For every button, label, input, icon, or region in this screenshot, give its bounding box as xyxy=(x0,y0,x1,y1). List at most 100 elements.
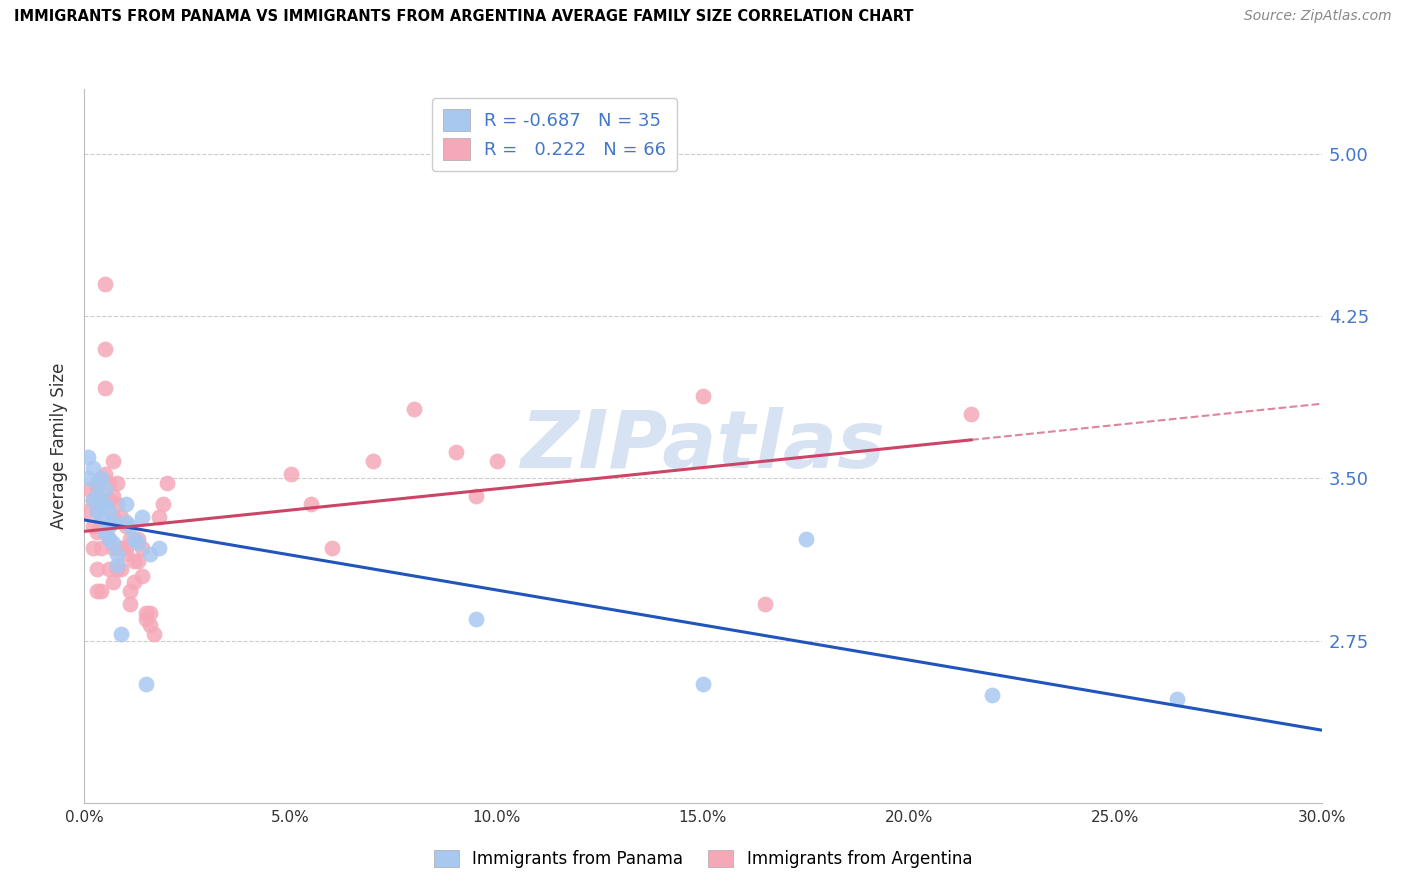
Point xyxy=(794,532,817,546)
Point xyxy=(465,612,488,626)
Point xyxy=(321,541,343,555)
Point xyxy=(86,583,108,598)
Point xyxy=(98,562,121,576)
Point xyxy=(94,277,117,291)
Point xyxy=(110,627,132,641)
Point xyxy=(118,583,141,598)
Point xyxy=(98,532,121,546)
Point xyxy=(110,510,132,524)
Point xyxy=(86,489,108,503)
Point xyxy=(1166,692,1188,706)
Point xyxy=(103,489,125,503)
Point xyxy=(110,562,132,576)
Point xyxy=(114,497,136,511)
Point xyxy=(152,497,174,511)
Point xyxy=(135,612,157,626)
Point xyxy=(110,541,132,555)
Point xyxy=(86,482,108,496)
Point xyxy=(90,519,112,533)
Legend: Immigrants from Panama, Immigrants from Argentina: Immigrants from Panama, Immigrants from … xyxy=(427,843,979,875)
Point xyxy=(139,606,162,620)
Point xyxy=(98,532,121,546)
Point xyxy=(485,454,508,468)
Point xyxy=(90,471,112,485)
Point xyxy=(90,510,112,524)
Point xyxy=(94,381,117,395)
Point xyxy=(139,618,162,632)
Point xyxy=(131,568,153,582)
Point xyxy=(127,553,149,567)
Point xyxy=(90,493,112,508)
Point xyxy=(94,525,117,540)
Point xyxy=(118,519,141,533)
Point xyxy=(105,562,128,576)
Point xyxy=(114,515,136,529)
Point xyxy=(82,493,104,508)
Point xyxy=(103,515,125,529)
Point xyxy=(77,471,100,485)
Point xyxy=(139,547,162,561)
Y-axis label: Average Family Size: Average Family Size xyxy=(51,363,69,529)
Point xyxy=(122,575,145,590)
Point xyxy=(90,541,112,555)
Point xyxy=(90,583,112,598)
Point xyxy=(692,389,714,403)
Point xyxy=(98,493,121,508)
Point xyxy=(299,497,322,511)
Point xyxy=(77,450,100,464)
Point xyxy=(77,504,100,518)
Point xyxy=(465,489,488,503)
Point xyxy=(114,547,136,561)
Point xyxy=(135,677,157,691)
Point xyxy=(361,454,384,468)
Point xyxy=(122,532,145,546)
Point xyxy=(692,677,714,691)
Text: IMMIGRANTS FROM PANAMA VS IMMIGRANTS FROM ARGENTINA AVERAGE FAMILY SIZE CORRELAT: IMMIGRANTS FROM PANAMA VS IMMIGRANTS FRO… xyxy=(14,9,914,24)
Point xyxy=(103,536,125,550)
Point xyxy=(280,467,302,482)
Point xyxy=(105,541,128,555)
Point xyxy=(82,460,104,475)
Point xyxy=(131,510,153,524)
Point xyxy=(86,562,108,576)
Point xyxy=(94,342,117,356)
Legend: R = -0.687   N = 35, R =   0.222   N = 66: R = -0.687 N = 35, R = 0.222 N = 66 xyxy=(432,98,678,171)
Point xyxy=(98,504,121,518)
Point xyxy=(105,497,128,511)
Point xyxy=(103,541,125,555)
Point xyxy=(103,575,125,590)
Point xyxy=(148,541,170,555)
Point xyxy=(90,471,112,485)
Point xyxy=(86,504,108,518)
Point xyxy=(127,532,149,546)
Point xyxy=(82,519,104,533)
Point xyxy=(122,553,145,567)
Text: ZIPatlas: ZIPatlas xyxy=(520,407,886,485)
Point xyxy=(114,541,136,555)
Point xyxy=(86,475,108,490)
Point xyxy=(127,536,149,550)
Point xyxy=(90,497,112,511)
Point xyxy=(105,475,128,490)
Point xyxy=(103,454,125,468)
Point xyxy=(94,467,117,482)
Point xyxy=(103,510,125,524)
Point xyxy=(105,547,128,561)
Point xyxy=(86,504,108,518)
Point xyxy=(960,407,983,421)
Point xyxy=(82,493,104,508)
Point xyxy=(143,627,166,641)
Point xyxy=(94,497,117,511)
Point xyxy=(77,482,100,496)
Point xyxy=(754,597,776,611)
Point xyxy=(105,558,128,572)
Point xyxy=(98,519,121,533)
Point xyxy=(444,445,467,459)
Text: Source: ZipAtlas.com: Source: ZipAtlas.com xyxy=(1244,9,1392,23)
Point xyxy=(94,482,117,496)
Point xyxy=(980,688,1002,702)
Point xyxy=(118,597,141,611)
Point xyxy=(156,475,179,490)
Point xyxy=(114,519,136,533)
Point xyxy=(131,541,153,555)
